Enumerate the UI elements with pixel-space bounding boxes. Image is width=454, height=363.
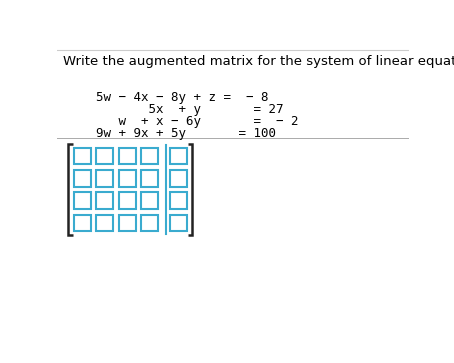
Bar: [119, 192, 136, 209]
Bar: [74, 215, 91, 232]
Bar: [170, 215, 187, 232]
Bar: [74, 147, 91, 164]
Bar: [170, 192, 187, 209]
Bar: [141, 192, 158, 209]
Bar: [96, 147, 114, 164]
Text: 9w + 9x + 5y       = 100: 9w + 9x + 5y = 100: [95, 127, 276, 140]
Bar: [119, 147, 136, 164]
Bar: [141, 170, 158, 187]
Bar: [141, 215, 158, 232]
Text: Write the augmented matrix for the system of linear equations.: Write the augmented matrix for the syste…: [63, 55, 454, 68]
Bar: [96, 170, 114, 187]
Bar: [96, 192, 114, 209]
Bar: [96, 215, 114, 232]
Bar: [74, 170, 91, 187]
Bar: [74, 192, 91, 209]
Text: 5w − 4x − 8y + z =  − 8: 5w − 4x − 8y + z = − 8: [95, 90, 268, 103]
Text: 5x  + y       = 27: 5x + y = 27: [95, 103, 283, 116]
Bar: [119, 170, 136, 187]
Text: w  + x − 6y       =  − 2: w + x − 6y = − 2: [95, 115, 298, 128]
Bar: [119, 215, 136, 232]
Bar: [141, 147, 158, 164]
Bar: [170, 147, 187, 164]
Bar: [170, 170, 187, 187]
